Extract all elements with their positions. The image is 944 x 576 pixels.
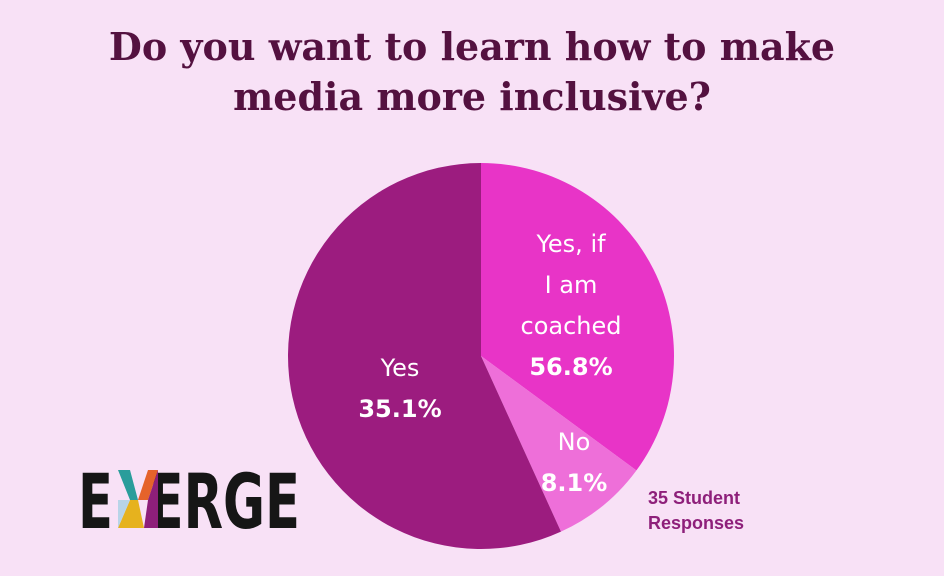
slice-label: Yes, if [535, 230, 606, 258]
slice-percent-label: 56.8% [529, 353, 612, 381]
pie-slice [481, 356, 637, 532]
svg-text:E ERGE: E ERGE [78, 457, 300, 536]
pie-slices [287, 163, 674, 550]
slice-label: coached [521, 312, 622, 340]
pie-labels: Yes, if I am coached 56.8% No 8.1% Yes 35.1% [358, 230, 621, 497]
slice-percent-label: 8.1% [541, 469, 608, 497]
response-count: 35 Student Responses [648, 486, 744, 536]
pie-slice [287, 163, 561, 550]
logo-m-mosaic [118, 470, 158, 528]
slice-label: I am [545, 271, 598, 299]
slice-label: Yes [380, 354, 420, 382]
response-count-line1: 35 Student [648, 488, 741, 508]
pie-slice [481, 163, 674, 471]
slice-percent-label: 35.1% [358, 395, 441, 423]
chart-title: Do you want to learn how to make media m… [108, 24, 836, 119]
emerge-logo: E ERGE [78, 457, 300, 536]
response-count-line2: Responses [648, 513, 745, 533]
slice-label: No [558, 428, 591, 456]
